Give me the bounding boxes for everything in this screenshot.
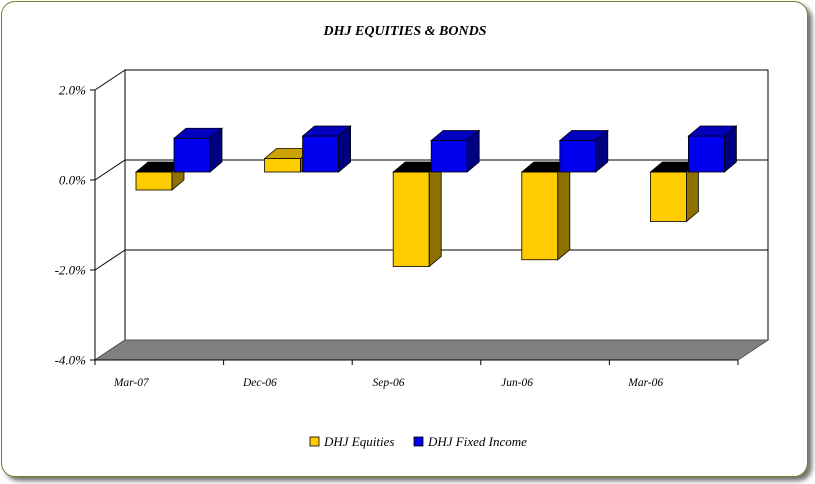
bar-equities bbox=[520, 161, 571, 261]
x-tick-label: Dec-06 bbox=[242, 377, 277, 389]
x-axis: Mar-07 Dec-06 Sep-06 Jun-06 Mar-06 bbox=[94, 359, 739, 389]
bar-side bbox=[338, 125, 351, 173]
bar-front bbox=[688, 135, 725, 173]
y-axis: 2.0% 0.0% -2.0% -4.0% bbox=[55, 83, 96, 368]
y-tick-label: 2.0% bbox=[59, 83, 86, 98]
bar-front bbox=[302, 135, 340, 173]
chart-floor bbox=[93, 339, 770, 361]
chart-title: DHJ EQUITIES & BONDS bbox=[323, 24, 487, 39]
bar-fixed-income bbox=[430, 129, 481, 173]
bar-fixed-income bbox=[172, 127, 224, 173]
bar-side bbox=[595, 129, 609, 173]
bar-front bbox=[173, 137, 211, 173]
bar-front bbox=[135, 171, 173, 191]
bar-front bbox=[650, 171, 687, 222]
bar-fixed-income bbox=[687, 125, 738, 173]
chart-bars bbox=[134, 125, 738, 268]
bar-side bbox=[428, 161, 442, 268]
bar-side bbox=[466, 129, 480, 173]
y-tick-label: -4.0% bbox=[55, 353, 87, 368]
bar-side bbox=[209, 127, 223, 173]
bar-equities bbox=[649, 161, 700, 223]
bar-equities bbox=[134, 161, 186, 191]
x-tick-label: Sep-06 bbox=[373, 377, 405, 389]
bar-fixed-income bbox=[301, 125, 352, 173]
chart-legend: DHJ Equities DHJ Fixed Income bbox=[309, 434, 527, 449]
legend-label: DHJ Equities bbox=[323, 434, 394, 449]
bar-front bbox=[430, 140, 468, 173]
bar-side bbox=[724, 125, 737, 173]
bar-fixed-income bbox=[558, 129, 609, 173]
y-tick-label: -2.0% bbox=[55, 263, 87, 278]
bar-front bbox=[392, 171, 430, 267]
bar-front bbox=[559, 140, 597, 173]
bar-side bbox=[557, 161, 571, 261]
bar-front bbox=[264, 158, 302, 173]
y-tick-label: 0.0% bbox=[59, 173, 86, 188]
side-wall-panel bbox=[94, 69, 126, 361]
bar-front bbox=[521, 171, 559, 261]
bar-equities bbox=[392, 161, 443, 268]
x-tick-label: Mar-06 bbox=[627, 377, 663, 389]
x-tick-label: Jun-06 bbox=[501, 377, 533, 389]
x-tick-label: Mar-07 bbox=[113, 377, 150, 389]
legend-label: DHJ Fixed Income bbox=[427, 434, 527, 449]
gridline bbox=[94, 159, 768, 181]
floor-panel bbox=[93, 339, 770, 361]
legend-swatch bbox=[413, 436, 424, 447]
legend-swatch bbox=[309, 436, 320, 447]
